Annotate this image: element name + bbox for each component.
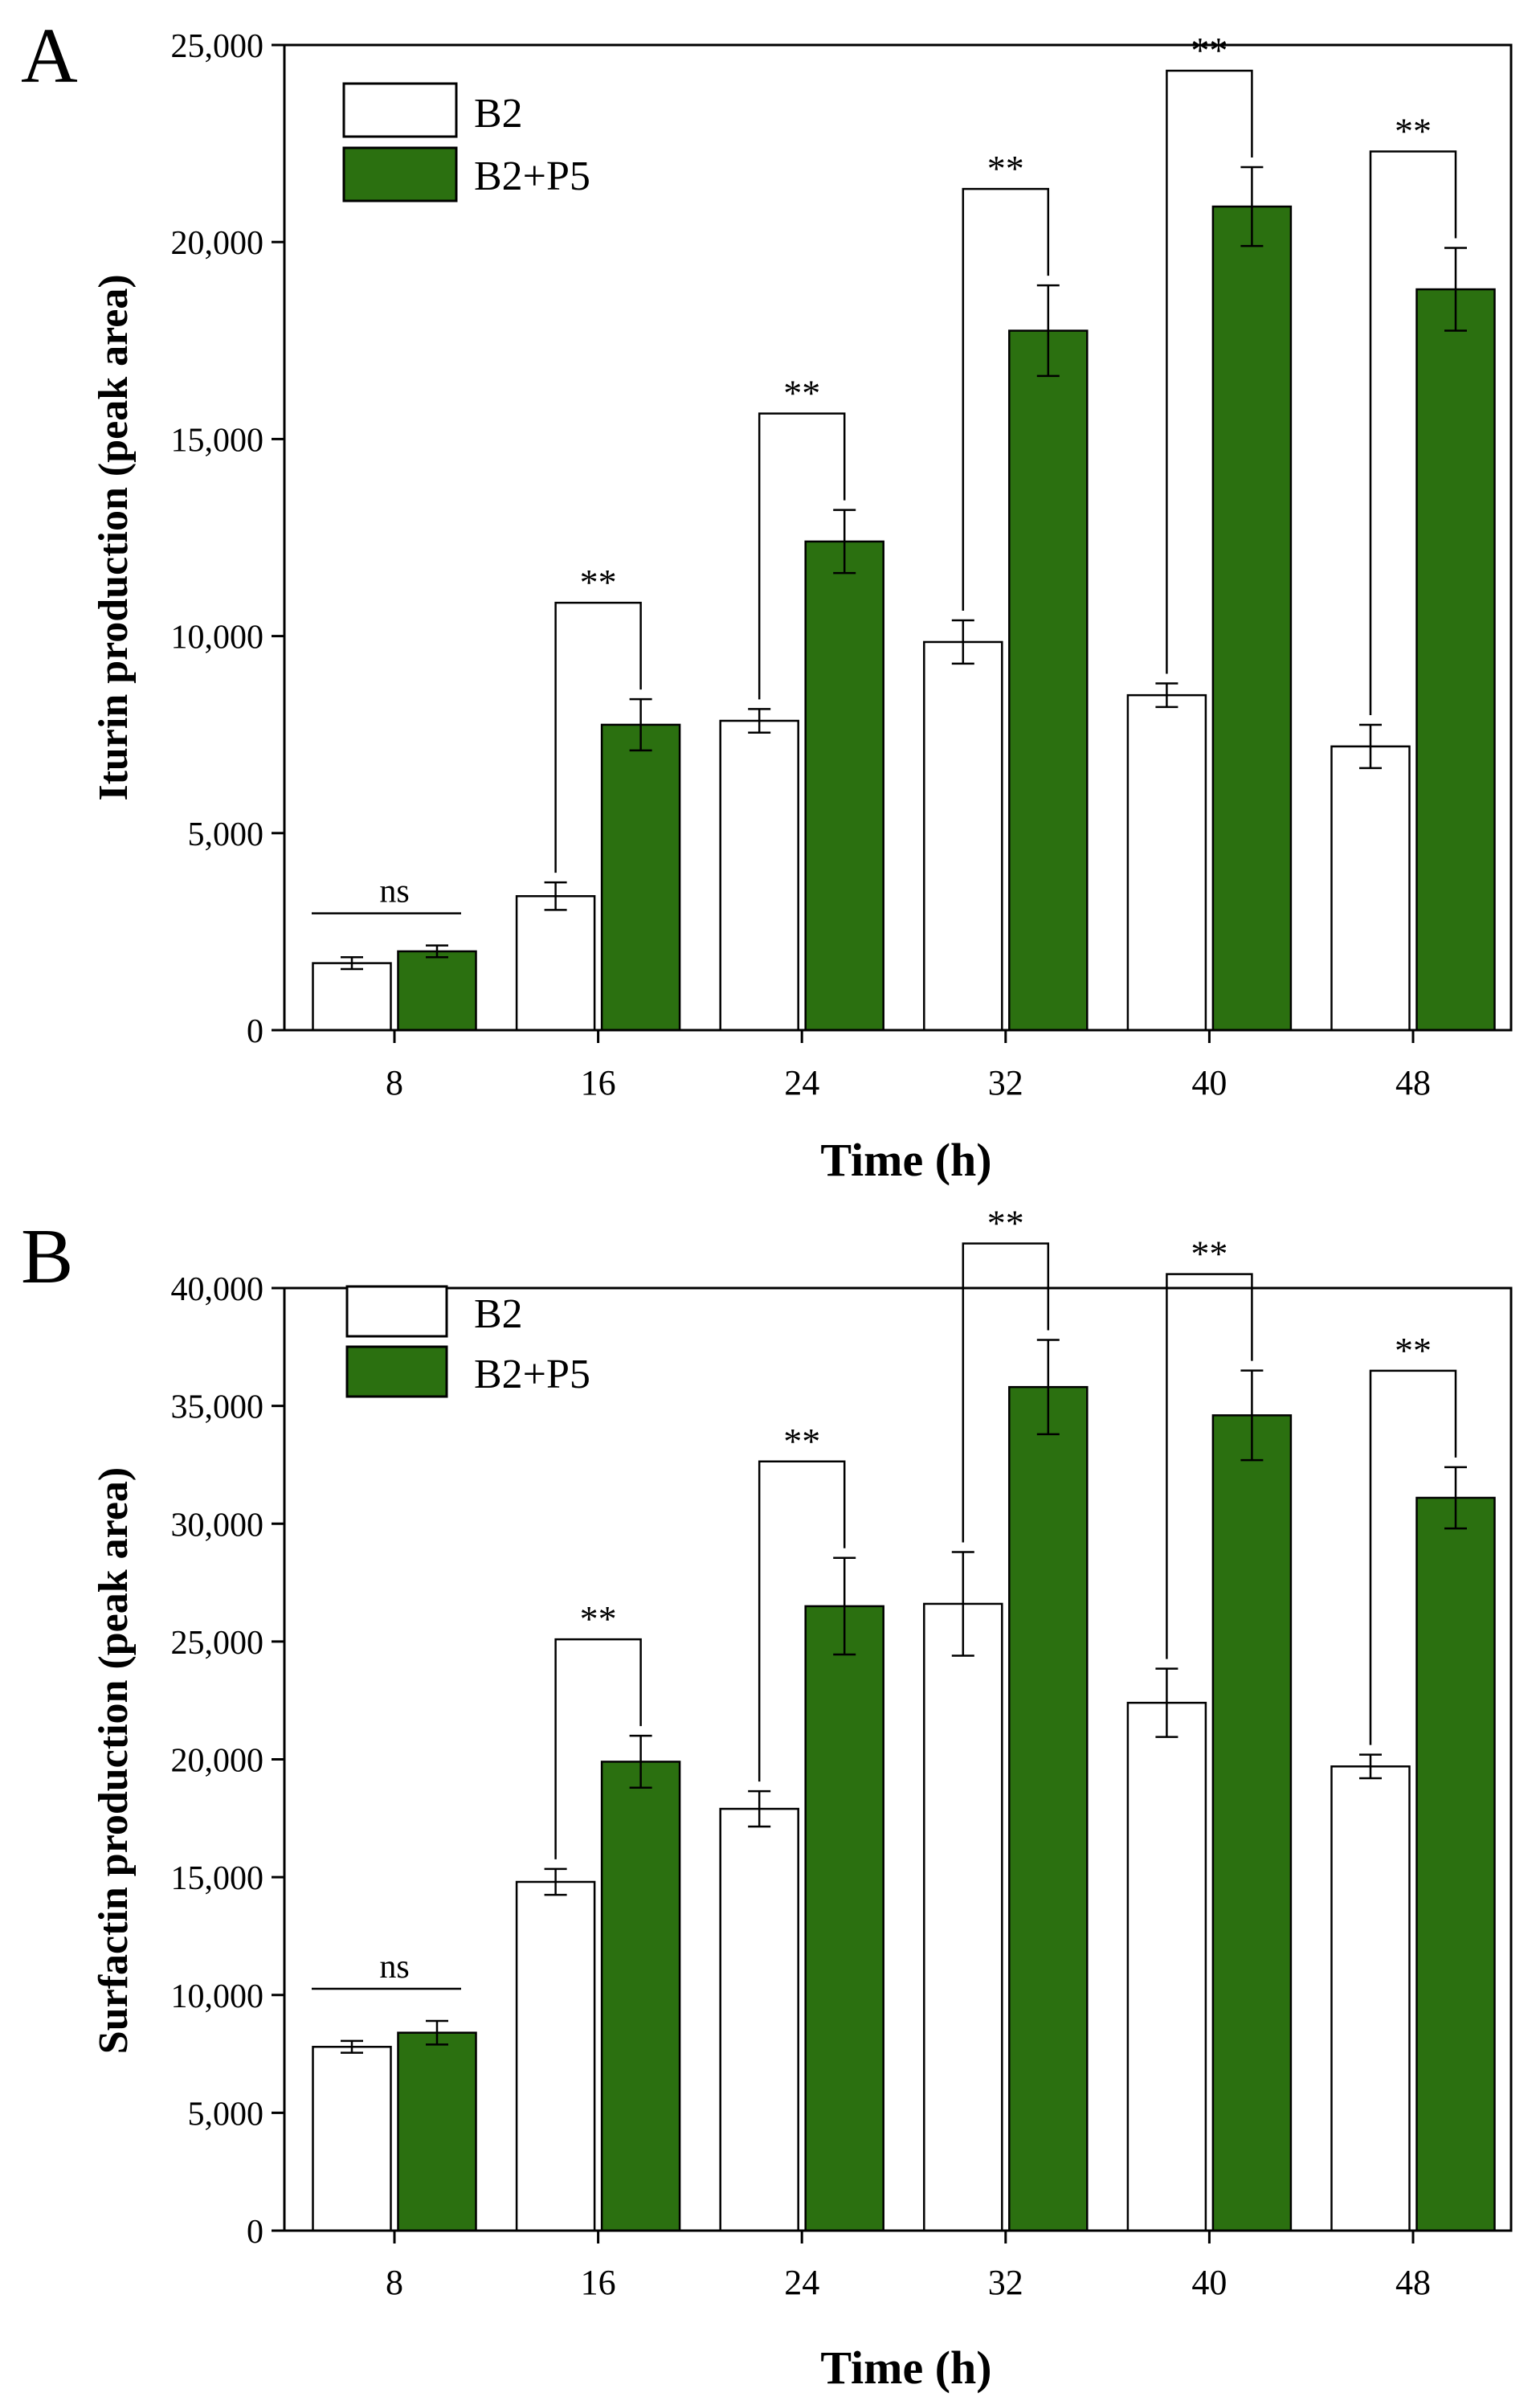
bar-b2 (1330, 1765, 1411, 2232)
panel-b-x-axis-label: Time (h) (820, 2342, 991, 2394)
x-tick-label: 8 (386, 1063, 403, 1102)
bar-b2p5 (600, 1761, 681, 2232)
bar-b2p5 (600, 723, 681, 1032)
panel-b: B 0 5,000 10,000 15,000 20,000 25,000 30,000 35… (21, 1203, 1513, 2394)
x-tick-label: 40 (1191, 2263, 1227, 2302)
panel-b-legend: B2 B2+P5 (345, 1285, 590, 1398)
bar-b2 (515, 1880, 596, 2232)
x-tick-label: 24 (784, 2263, 819, 2302)
y-tick-label: 5,000 (188, 816, 264, 853)
x-tick-label: 32 (988, 2263, 1023, 2302)
significance-bracket (554, 601, 642, 873)
panel-a-legend: B2 B2+P5 (342, 82, 590, 202)
significance-label: ** (987, 1203, 1024, 1244)
y-tick-label: 30,000 (171, 1507, 264, 1544)
y-tick-label: 5,000 (188, 2096, 264, 2133)
bar-b2p5 (1415, 288, 1496, 1032)
bar-b2 (923, 1602, 1003, 2232)
panel-a-x-axis-label: Time (h) (820, 1134, 991, 1186)
bar-b2 (1330, 745, 1411, 1032)
panel-b-plot-frame (283, 1286, 1513, 2232)
legend-label-b2p5: B2+P5 (474, 1352, 590, 1397)
significance-label: ** (783, 1421, 820, 1462)
bar-b2p5 (804, 1605, 884, 2232)
bar-b2 (1126, 1701, 1207, 2232)
significance-bracket (962, 187, 1050, 611)
significance-bracket (1369, 150, 1457, 715)
bar-b2p5 (1008, 329, 1089, 1032)
bar-b2p5 (1415, 1496, 1496, 2232)
significance-bracket (1166, 1273, 1253, 1659)
panel-b-y-axis-label: Surfactin production (peak area) (91, 1467, 137, 2054)
significance-bracket (758, 1460, 846, 1782)
significance-label: ** (580, 562, 617, 603)
legend-label-b2: B2 (474, 91, 523, 137)
significance-label: ** (1395, 111, 1432, 152)
x-tick-label: 40 (1191, 1063, 1227, 1102)
x-tick-label: 24 (784, 1063, 819, 1102)
y-tick-label: 40,000 (171, 1271, 264, 1308)
y-tick-label: 25,000 (171, 28, 264, 65)
bar-b2 (719, 1807, 799, 2232)
y-tick-label: 10,000 (171, 1978, 264, 2015)
panel-a-y-axis-label: Iturin production (peak area) (91, 274, 137, 800)
x-tick-label: 16 (581, 1063, 616, 1102)
y-tick-label: 35,000 (171, 1389, 264, 1426)
significance-label: ns (379, 1949, 409, 1986)
bar-b2 (312, 962, 392, 1032)
significance-label: ** (783, 373, 820, 414)
significance-label: ** (987, 148, 1024, 189)
x-tick-label: 32 (988, 1063, 1023, 1102)
bar-b2 (923, 640, 1003, 1032)
y-tick-label: 25,000 (171, 1625, 264, 1662)
panel-a-plot-frame (283, 43, 1513, 1032)
bar-b2p5 (1008, 1385, 1089, 2232)
x-tick-label: 8 (386, 2263, 403, 2302)
x-tick-label: 48 (1395, 1063, 1431, 1102)
legend-swatch-b2 (345, 1285, 448, 1338)
bar-b2p5 (1211, 1414, 1293, 2232)
significance-bracket (554, 1638, 642, 1859)
y-tick-label: 10,000 (171, 620, 264, 656)
bar-b2 (719, 719, 799, 1032)
x-tick-label: 48 (1395, 2263, 1431, 2302)
bar-b2 (312, 2046, 392, 2232)
significance-label: ** (1395, 1330, 1432, 1371)
panel-a: A 0 5,000 10,000 15,000 20,000 25,000 8 16 24 32 4… (21, 13, 1513, 1186)
bar-b2 (515, 895, 596, 1032)
significance-label: ** (1191, 30, 1228, 71)
y-tick-label: 20,000 (171, 1743, 264, 1780)
bar-b2 (1126, 693, 1207, 1032)
y-tick-label: 20,000 (171, 225, 264, 262)
y-tick-label: 15,000 (171, 422, 264, 459)
y-tick-label: 0 (247, 1013, 263, 1050)
significance-label: ns (379, 873, 409, 910)
x-tick-label: 16 (581, 2263, 616, 2302)
legend-swatch-b2 (342, 82, 458, 138)
significance-bracket (1369, 1369, 1457, 1745)
bar-b2p5 (397, 950, 477, 1032)
bar-b2p5 (1211, 205, 1293, 1032)
y-tick-label: 0 (247, 2214, 263, 2251)
significance-label: ** (1191, 1233, 1228, 1274)
panel-b-label: B (21, 1213, 73, 1300)
legend-label-b2: B2 (474, 1291, 523, 1337)
panel-a-label: A (21, 13, 78, 100)
significance-bracket (758, 412, 846, 700)
bar-b2p5 (804, 540, 884, 1032)
y-tick-label: 15,000 (171, 1860, 264, 1897)
significance-bracket (1166, 69, 1253, 674)
legend-swatch-b2p5 (345, 1345, 448, 1398)
legend-swatch-b2p5 (342, 146, 458, 202)
bar-b2p5 (397, 2031, 477, 2232)
legend-label-b2p5: B2+P5 (474, 153, 590, 199)
significance-label: ** (580, 1598, 617, 1639)
